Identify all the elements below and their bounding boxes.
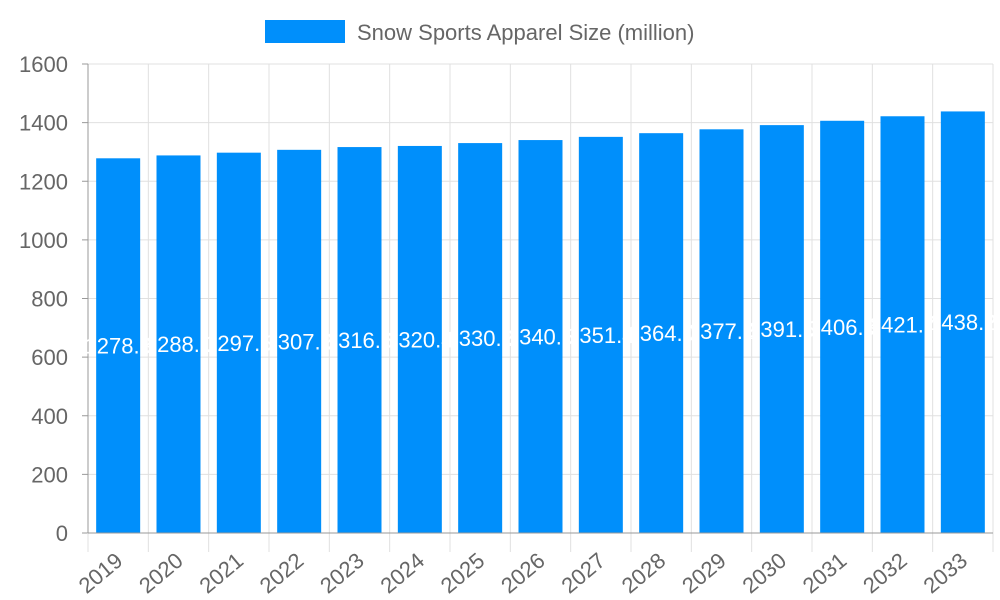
bar bbox=[699, 129, 744, 534]
y-tick-label: 1600 bbox=[19, 52, 68, 77]
x-tick-label: 2029 bbox=[677, 548, 731, 599]
x-tick-label: 2031 bbox=[798, 548, 852, 599]
bars bbox=[96, 111, 985, 534]
data-label: 1307.2 bbox=[266, 329, 333, 354]
data-label: 1421.7 bbox=[869, 313, 936, 338]
bar bbox=[880, 116, 925, 533]
x-tick-label: 2023 bbox=[315, 548, 369, 599]
bar bbox=[337, 147, 382, 533]
data-label: 1406.3 bbox=[809, 315, 876, 340]
x-tick-label: 2033 bbox=[918, 548, 972, 599]
data-label: 1340.5 bbox=[507, 325, 574, 350]
data-label: 1297.5 bbox=[205, 331, 272, 356]
data-label: 1377.2 bbox=[688, 319, 755, 344]
x-tick-label: 2020 bbox=[134, 548, 188, 599]
x-tick-label: 2021 bbox=[194, 548, 248, 599]
bar bbox=[759, 125, 804, 533]
x-tick-label: 2030 bbox=[737, 548, 791, 599]
data-label: 1316.6 bbox=[326, 328, 393, 353]
legend-swatch bbox=[265, 20, 345, 43]
y-tick-label: 600 bbox=[31, 345, 68, 370]
bar bbox=[639, 133, 684, 534]
data-label: 1391.5 bbox=[748, 317, 815, 342]
x-tick-label: 2024 bbox=[375, 548, 429, 599]
data-label: 1364.0 bbox=[628, 321, 695, 346]
data-label: 1278.3 bbox=[85, 334, 152, 359]
bar bbox=[578, 136, 623, 533]
x-tick-label: 2028 bbox=[617, 548, 671, 599]
x-tick-label: 2026 bbox=[496, 548, 550, 599]
bar bbox=[277, 149, 322, 533]
y-tick-label: 1000 bbox=[19, 228, 68, 253]
x-tick-label: 2022 bbox=[255, 548, 309, 599]
bar bbox=[156, 155, 201, 533]
bar bbox=[96, 158, 141, 533]
bar bbox=[216, 152, 261, 533]
x-tick-label: 2027 bbox=[556, 548, 610, 599]
bar bbox=[820, 120, 865, 533]
legend[interactable]: Snow Sports Apparel Size (million) bbox=[265, 20, 694, 45]
data-labels: 1278.31288.11297.51307.21316.61320.41330… bbox=[85, 310, 997, 358]
y-tick-label: 200 bbox=[31, 462, 68, 487]
x-tick-label: 2019 bbox=[74, 548, 128, 599]
legend-label: Snow Sports Apparel Size (million) bbox=[357, 20, 694, 45]
x-tick-label: 2032 bbox=[858, 548, 912, 599]
y-tick-label: 400 bbox=[31, 404, 68, 429]
data-label: 1330.2 bbox=[447, 326, 514, 351]
data-label: 1320.4 bbox=[386, 327, 453, 352]
bar bbox=[458, 143, 503, 533]
bar bbox=[518, 140, 563, 534]
x-tick-label: 2025 bbox=[436, 548, 490, 599]
data-label: 1351.4 bbox=[567, 323, 634, 348]
data-label: 1438.2 bbox=[929, 310, 996, 335]
y-tick-label: 0 bbox=[56, 521, 68, 546]
y-tick-label: 1400 bbox=[19, 111, 68, 136]
y-tick-label: 1200 bbox=[19, 169, 68, 194]
y-tick-label: 800 bbox=[31, 287, 68, 312]
bar bbox=[940, 111, 985, 534]
bar bbox=[397, 145, 442, 533]
data-label: 1288.1 bbox=[145, 332, 212, 357]
